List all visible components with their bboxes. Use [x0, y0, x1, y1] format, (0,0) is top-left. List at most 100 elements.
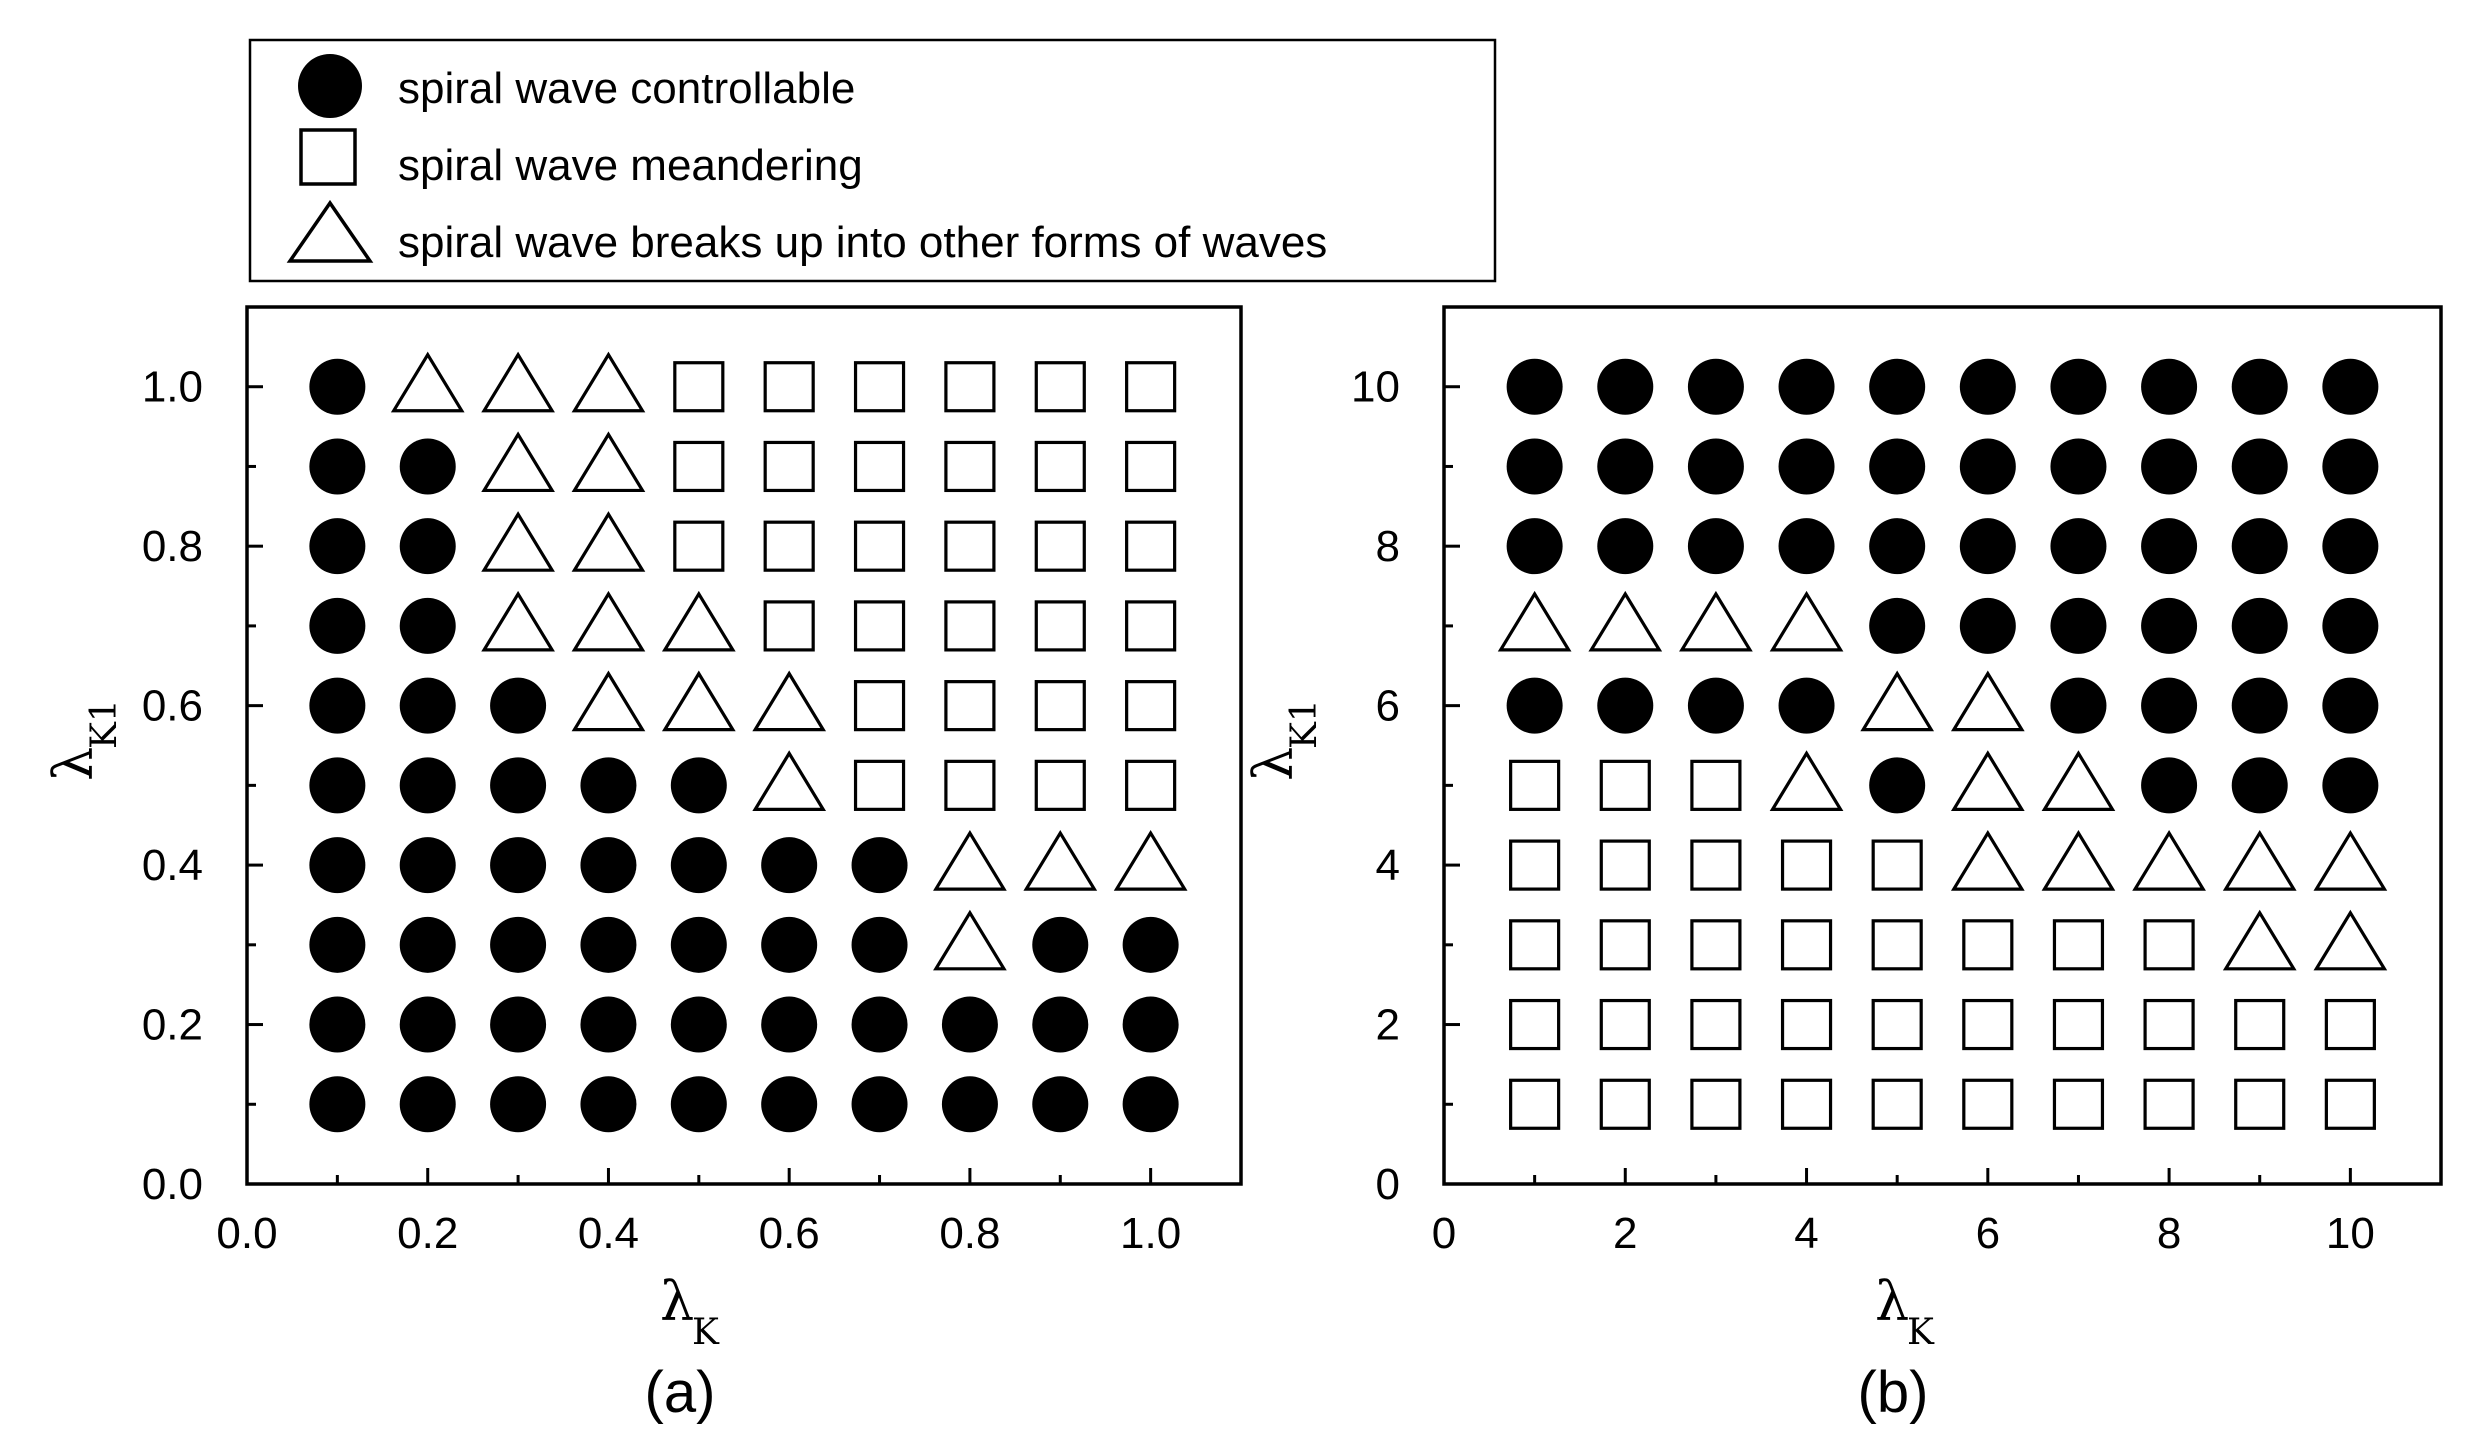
- breakup-marker: [1588, 590, 1663, 652]
- controllable-marker: [309, 438, 366, 495]
- breakup-marker: [2313, 830, 2388, 891]
- meandering-marker: [1690, 919, 1742, 971]
- breakup-marker: [1023, 830, 1098, 891]
- controllable-marker: [670, 1076, 727, 1133]
- controllable-marker: [1506, 358, 1563, 415]
- panel-b-ytick-label: 8: [1376, 522, 1400, 571]
- meandering-marker: [1962, 998, 2014, 1051]
- meandering-marker: [1034, 759, 1086, 811]
- meandering-marker: [1125, 759, 1177, 811]
- controllable-marker: [941, 1076, 998, 1133]
- controllable-marker: [490, 677, 547, 734]
- panel-a-ticks: 0.0 0.0 0.2 0.2 0.4 0.4 0.6 0.6 0.8 0.8 1.0 1.0: [142, 363, 1181, 1258]
- controllable-marker: [1778, 677, 1835, 734]
- controllable-marker: [2050, 438, 2107, 495]
- panel-a-xtick-label: 0.8: [939, 1209, 1000, 1258]
- legend: spiral wave controllable spiral wave mea…: [248, 38, 1497, 283]
- meandering-marker: [853, 520, 906, 572]
- meandering-marker: [1871, 998, 1923, 1051]
- meandering-marker: [1125, 600, 1177, 652]
- meandering-marker: [1125, 520, 1177, 572]
- breakup-marker: [1950, 750, 2025, 811]
- meandering-marker: [1780, 1078, 1833, 1130]
- controllable-marker: [1122, 1076, 1179, 1133]
- controllable-marker: [1869, 757, 1926, 814]
- meandering-marker: [1599, 1078, 1651, 1130]
- controllable-marker: [1959, 597, 2016, 654]
- controllable-marker: [490, 757, 547, 814]
- panel-a-xlabel-subscript: K: [692, 1312, 720, 1353]
- controllable-marker: [1869, 438, 1926, 495]
- meandering-marker: [1780, 998, 1833, 1051]
- breakup-marker: [752, 670, 827, 732]
- panel-b-xtick-label: 6: [1976, 1209, 2000, 1258]
- meandering-marker: [763, 520, 815, 572]
- panel-b-frame: [1442, 305, 2443, 1186]
- controllable-marker: [580, 757, 637, 814]
- meandering-marker: [1125, 680, 1177, 732]
- controllable-marker: [309, 757, 366, 814]
- panel-a-xlabel-symbol: λ: [660, 1270, 694, 1333]
- panel-a-ytick-label: 0.2: [142, 1001, 203, 1050]
- controllable-marker: [399, 438, 456, 495]
- controllable-marker: [399, 597, 456, 654]
- breakup-marker: [1679, 590, 1753, 652]
- controllable-marker: [2141, 358, 2198, 415]
- panel-b-xtick-label: 4: [1794, 1209, 1818, 1258]
- controllable-marker: [1597, 677, 1654, 734]
- meandering-marker: [2052, 998, 2105, 1051]
- meandering-marker: [1125, 361, 1177, 413]
- controllable-marker: [1687, 358, 1744, 415]
- breakup-marker: [2041, 830, 2116, 891]
- breakup-marker: [1113, 830, 1188, 891]
- controllable-marker: [399, 518, 456, 575]
- controllable-marker: [2231, 438, 2288, 495]
- panel-b-xtick-label: 10: [2326, 1209, 2375, 1258]
- meandering-marker: [853, 440, 906, 493]
- meandering-marker: [1509, 998, 1561, 1051]
- meandering-marker: [944, 361, 996, 413]
- controllable-marker: [2141, 757, 2198, 814]
- breakup-marker: [1769, 750, 1844, 811]
- panel-a-ytick-label: 0.4: [142, 841, 203, 890]
- controllable-marker: [761, 916, 818, 973]
- panel-a-xtick-label: 0.6: [759, 1209, 820, 1258]
- controllable-marker: [1778, 438, 1835, 495]
- meandering-marker: [1690, 839, 1742, 891]
- panel-a-frame: [245, 305, 1243, 1186]
- controllable-marker: [490, 996, 547, 1053]
- controllable-marker: [2231, 358, 2288, 415]
- breakup-marker: [2132, 830, 2206, 891]
- meandering-marker: [2052, 1078, 2105, 1130]
- controllable-marker: [1778, 518, 1835, 575]
- panel-b-ytick-label: 2: [1376, 1001, 1400, 1050]
- controllable-marker: [1959, 438, 2016, 495]
- meandering-marker: [853, 361, 906, 413]
- controllable-marker: [1506, 518, 1563, 575]
- legend-marker-controllable: [298, 54, 362, 118]
- panel-b-ticks: 00 2 2 4 4 6 6 8 8 10 10: [1351, 363, 2375, 1258]
- panel-b-label: (b): [1858, 1360, 1929, 1425]
- controllable-marker: [670, 837, 727, 894]
- breakup-marker: [2313, 909, 2388, 971]
- controllable-marker: [309, 1076, 366, 1133]
- panel-a-ytick-label: 1.0: [142, 363, 203, 412]
- meandering-marker: [1034, 680, 1086, 732]
- panel-a-label: (a): [645, 1360, 716, 1425]
- meandering-marker: [944, 600, 996, 652]
- controllable-marker: [399, 677, 456, 734]
- controllable-marker: [2322, 358, 2379, 415]
- controllable-marker: [670, 757, 727, 814]
- legend-label-controllable: spiral wave controllable: [398, 64, 855, 113]
- breakup-marker: [1769, 590, 1844, 652]
- panel-b: 00 2 2 4 4 6 6 8 8 10 10 λ K λ K1 (b): [1242, 305, 2443, 1425]
- panel-b-ytick-label: 4: [1376, 841, 1400, 890]
- meandering-marker: [1125, 440, 1177, 493]
- panel-b-xlabel-symbol: λ: [1875, 1270, 1909, 1333]
- panel-b-ylabel-subscript: K1: [1284, 699, 1325, 749]
- legend-marker-breakup: [286, 199, 374, 263]
- controllable-marker: [1032, 996, 1089, 1053]
- meandering-marker: [1034, 520, 1086, 572]
- breakup-marker: [933, 909, 1007, 971]
